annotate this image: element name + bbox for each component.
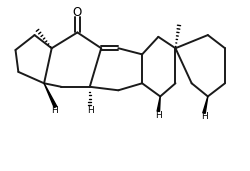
Text: H: H [51,106,58,115]
Polygon shape [203,96,208,113]
Text: H: H [87,106,94,115]
Polygon shape [157,96,160,111]
Polygon shape [44,83,57,108]
Text: H: H [201,113,207,121]
Text: O: O [73,6,82,19]
Text: H: H [155,111,162,120]
